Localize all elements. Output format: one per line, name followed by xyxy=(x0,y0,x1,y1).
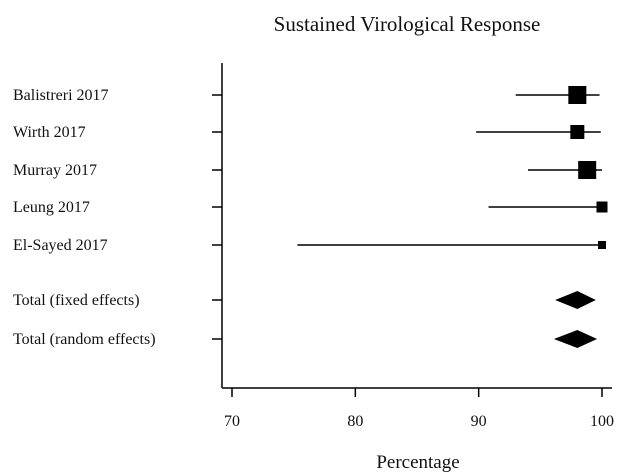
x-axis-label: Percentage xyxy=(376,452,459,473)
pooled-label: Total (fixed effects) xyxy=(13,292,140,309)
row-ticks xyxy=(212,94,222,340)
study-label: El-Sayed 2017 xyxy=(13,237,108,254)
x-tick-label: 90 xyxy=(471,413,487,430)
study-label: Wirth 2017 xyxy=(13,124,86,141)
pooled-diamonds xyxy=(553,291,598,348)
point-estimate-square xyxy=(596,201,608,213)
x-tick-label: 100 xyxy=(590,413,614,430)
point-estimate-square xyxy=(568,86,587,104)
point-estimate-square xyxy=(570,125,585,139)
study-marks xyxy=(297,86,608,249)
study-label: Leung 2017 xyxy=(13,199,90,216)
axes xyxy=(221,63,612,389)
pooled-diamond xyxy=(555,291,596,309)
chart-title: Sustained Virological Response xyxy=(274,12,541,36)
x-tick-label: 80 xyxy=(347,413,363,430)
point-estimate-square xyxy=(578,161,597,179)
row-labels: Balistreri 2017 Wirth 2017 Murray 2017 Leun… xyxy=(13,87,156,348)
pooled-diamond xyxy=(553,330,598,348)
point-estimate-square xyxy=(598,241,606,249)
study-label: Murray 2017 xyxy=(13,162,97,179)
study-label: Balistreri 2017 xyxy=(13,87,109,104)
pooled-label: Total (random effects) xyxy=(13,331,156,348)
x-ticks: 70 80 90 100 xyxy=(224,388,614,430)
x-tick-label: 70 xyxy=(224,413,240,430)
